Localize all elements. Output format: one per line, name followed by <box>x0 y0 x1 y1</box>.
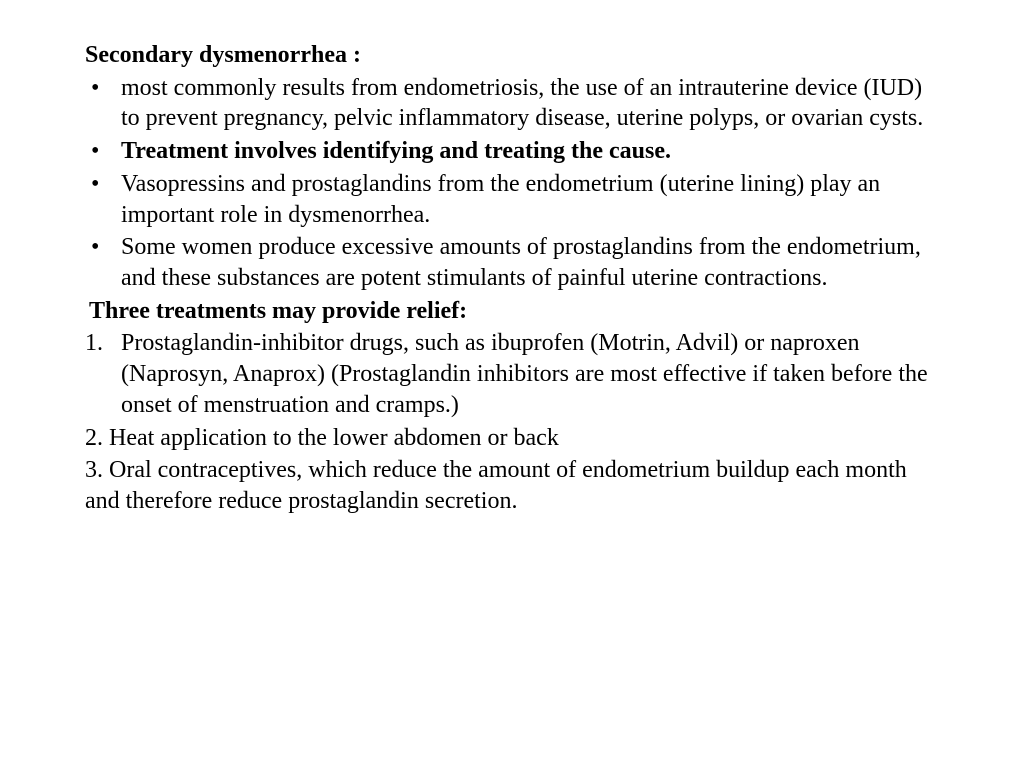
list-item: Vasopressins and prostaglandins from the… <box>85 169 939 230</box>
item-text: Prostaglandin-inhibitor drugs, such as i… <box>121 330 928 417</box>
bullet-text: most commonly results from endometriosis… <box>121 75 923 132</box>
bullet-text: Treatment involves identifying and treat… <box>121 138 671 164</box>
slide-title: Secondary dysmenorrhea : <box>85 40 939 71</box>
bullet-text: Some women produce excessive amounts of … <box>121 234 921 291</box>
slide-content: Secondary dysmenorrhea : most commonly r… <box>0 0 1024 559</box>
list-item: Some women produce excessive amounts of … <box>85 232 939 293</box>
bullet-list: most commonly results from endometriosis… <box>85 73 939 294</box>
subheading-text: Three treatments may provide relief: <box>89 298 467 324</box>
list-item: 1. Prostaglandin-inhibitor drugs, such a… <box>85 328 939 420</box>
list-item: Treatment involves identifying and treat… <box>85 136 939 167</box>
numbered-list: 1. Prostaglandin-inhibitor drugs, such a… <box>85 328 939 420</box>
plain-line: 3. Oral contraceptives, which reduce the… <box>85 455 939 516</box>
item-number: 1. <box>85 328 115 359</box>
bullet-text: Vasopressins and prostaglandins from the… <box>121 171 880 228</box>
list-item: most commonly results from endometriosis… <box>85 73 939 134</box>
subheading: Three treatments may provide relief: <box>85 296 939 327</box>
plain-line: 2. Heat application to the lower abdomen… <box>85 423 939 454</box>
